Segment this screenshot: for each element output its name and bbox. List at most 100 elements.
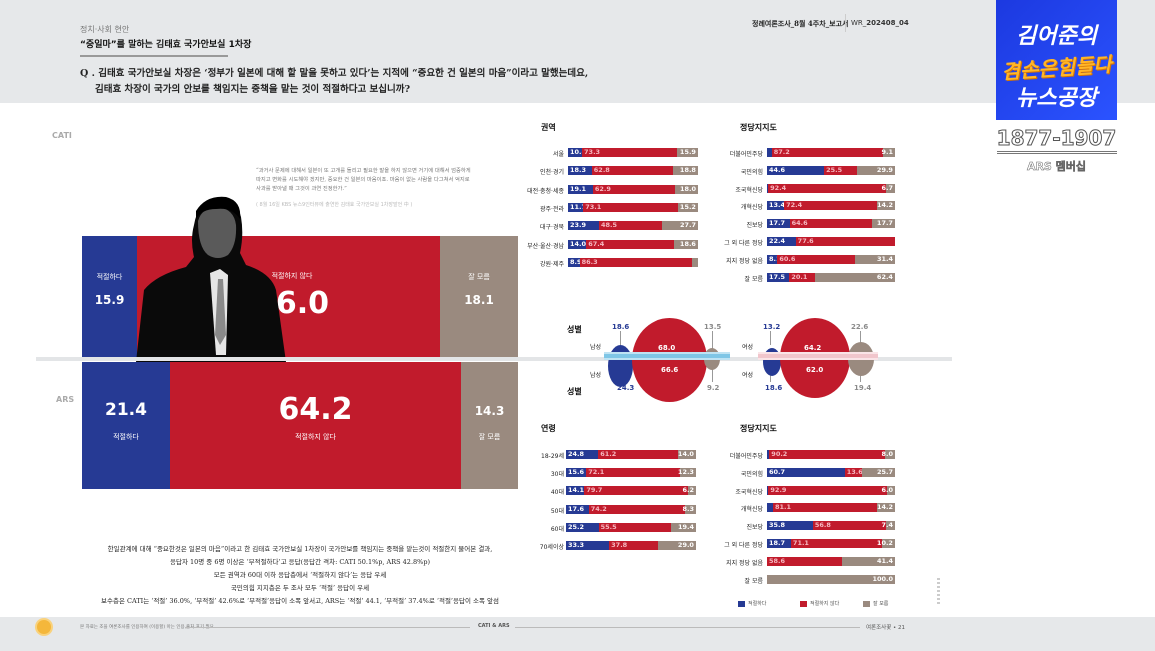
appropriate-segment [767,503,774,512]
inappropriate-segment: 62.8 [591,166,674,175]
male-cati-unknown: 13.5 [704,323,722,331]
appropriate-value: 10.8 [570,148,587,156]
female-label-ars: 여성 [742,372,754,379]
party-cati-bar: 17.5 20.1 62.4 [767,273,895,282]
inappropriate-segment: 87.2 [771,148,884,157]
region-row-label: 대전·충청·세종 [527,188,564,195]
cati-appropriate-segment: 적절하다 15.9 [82,236,137,358]
inappropriate-value: 62.9 [594,185,611,193]
inappropriate-segment: 86.3 [579,258,692,267]
unknown-value: 18.0 [679,185,696,193]
appropriate-value: 24.8 [568,450,585,458]
age-title: 연령 [541,424,556,433]
unknown-segment: 8.0 [881,450,895,459]
leader-line [620,331,621,345]
unknown-segment: 62.4 [815,273,895,282]
inappropriate-value: 20.1 [791,273,808,281]
party-ars-row-label: 개혁신당 [740,506,763,513]
ars-label: ARS [56,395,75,404]
appropriate-segment: 24.8 [566,450,599,459]
inappropriate-value: 73.1 [585,203,602,211]
legend-swatch [863,600,870,607]
leader-line [712,362,713,382]
female-ars-appropriate: 18.6 [765,384,783,392]
footer-center-label: CATI & ARS [478,623,510,629]
inappropriate-value: 79.7 [586,486,603,494]
appropriate-segment: 23.9 [568,221,599,230]
region-bar: 19.1 62.9 18.0 [568,185,698,194]
cati-unknown-segment: 잘 모름 18.1 [440,236,518,358]
unknown-segment: 10.2 [877,539,895,548]
appropriate-segment: 17.5 [767,273,790,282]
ars-result-bar: 21.4 적절하다 64.2 적절하지 않다 14.3 잘 모름 [82,362,518,489]
unknown-value: 15.9 [679,148,696,156]
inappropriate-value: 55.5 [600,523,617,531]
inappropriate-segment: 60.6 [777,255,855,264]
inappropriate-value: 73.3 [584,148,601,156]
unknown-value: 15.2 [679,203,696,211]
unknown-segment [691,258,698,267]
age-row-label: 40대 [550,489,564,496]
party-cati-row-label: 지지 정당 없음 [726,258,763,265]
sun-logo-icon [37,620,51,634]
inappropriate-value: 74.2 [590,505,607,513]
female-ars-inappropriate: 62.0 [806,366,824,374]
inappropriate-value: 90.2 [771,450,788,458]
inappropriate-segment: 74.2 [588,505,686,514]
inappropriate-segment: 77.6 [795,237,895,246]
party-cati-bar: 8.1 60.6 31.4 [767,255,895,264]
appropriate-value: 14.0 [570,240,587,248]
appropriate-segment: 14.1 [566,486,585,495]
appropriate-segment [767,450,770,459]
party-cati-bar: 13.4 72.4 14.2 [767,201,895,210]
region-bar: 23.9 48.5 27.7 [568,221,698,230]
region-row-label: 서울 [552,151,564,158]
summary-line-1: 한일관계에 대해 “중요한것은 일본의 마음”이라고 한 김태효 국가안보실 1… [107,545,493,553]
header-separator [845,14,846,32]
summary-line-3: 모든 권역과 60대 이하 응답층에서 ‘적절하지 않다’는 응답 우세 [213,571,387,579]
appropriate-value: 17.7 [769,219,786,227]
party-cati-row-label: 국민의힘 [740,169,763,176]
unknown-segment: 6.2 [682,486,696,495]
region-bar: 10.8 73.3 15.9 [568,148,698,157]
inappropriate-segment: 64.6 [789,219,873,228]
unknown-value: 7.4 [881,521,893,529]
region-row-label: 부산·울산·경남 [527,243,564,250]
inappropriate-segment: 67.4 [586,240,674,249]
inappropriate-segment: 72.1 [586,468,680,477]
unknown-value: 100.0 [872,575,893,583]
inappropriate-value: 48.5 [600,221,617,229]
footer-rule-left [185,627,470,628]
inappropriate-segment: 71.1 [790,539,882,548]
ars-appropriate-segment: 21.4 적절하다 [82,362,170,489]
report-code: WR_202408_04 [851,19,909,27]
unknown-segment: 41.4 [842,557,895,566]
ars-unknown-segment: 14.3 잘 모름 [461,362,518,489]
unknown-value: 18.6 [679,240,696,248]
side-marker [937,578,940,606]
unknown-segment: 100.0 [767,575,895,584]
appropriate-segment: 33.3 [566,541,610,550]
inappropriate-value: 72.4 [786,201,803,209]
inappropriate-value: 60.6 [779,255,796,263]
inappropriate-segment: 73.1 [583,203,679,212]
cati-label: CATI [52,131,72,140]
appropriate-segment: 8.9 [568,258,582,267]
appropriate-value: 8.1 [769,255,781,263]
region-row-label: 광주·전라 [540,206,564,213]
category-label: 정치·사회 현안 [80,25,130,34]
age-row-label: 60대 [550,526,564,533]
inappropriate-value: 37.8 [611,541,628,549]
unknown-value: 27.7 [679,221,696,229]
phone-underline [997,151,1117,154]
appropriate-value: 23.9 [570,221,587,229]
party-ars-bar: 81.1 14.2 [767,503,895,512]
inappropriate-segment: 37.8 [609,541,659,550]
unknown-value: 6.0 [881,486,893,494]
party-cati-title: 정당지지도 [740,123,777,132]
inappropriate-segment: 55.5 [598,523,671,532]
appropriate-segment: 15.6 [566,468,587,477]
unknown-segment: 9.1 [881,148,895,157]
appropriate-segment: 22.4 [767,237,796,246]
